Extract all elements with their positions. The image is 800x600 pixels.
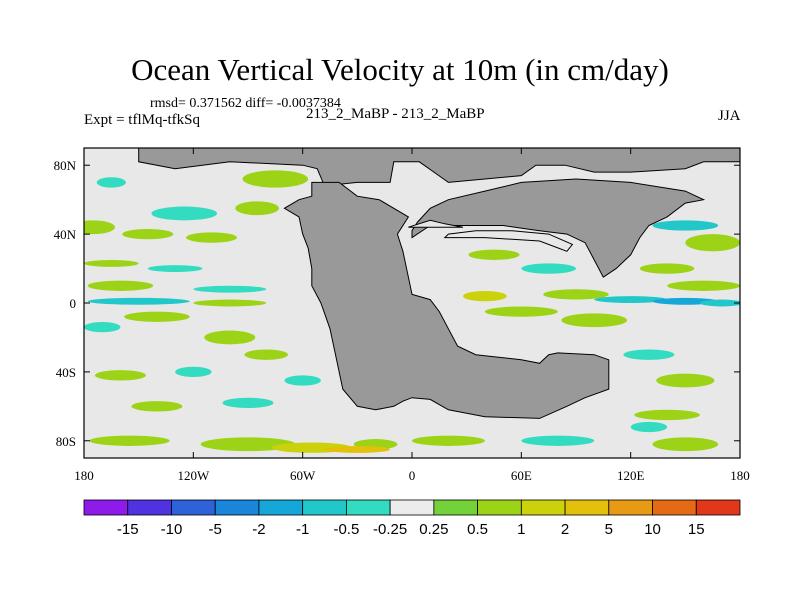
velocity-anomaly-20	[222, 397, 274, 409]
colorbar-label-2: -5	[209, 521, 222, 538]
velocity-anomaly-44	[652, 220, 719, 231]
velocity-anomaly-22	[89, 435, 170, 446]
velocity-anomaly-34	[561, 313, 628, 328]
colorbar-label-5: -0.5	[333, 521, 359, 538]
velocity-anomaly-18	[175, 366, 212, 378]
velocity-anomaly-13	[124, 311, 190, 322]
colorbar-label-0: -15	[117, 521, 139, 538]
velocity-anomaly-26	[324, 445, 391, 453]
velocity-anomaly-10	[193, 285, 267, 293]
velocity-anomaly-1	[122, 228, 174, 240]
velocity-anomaly-46	[521, 263, 577, 274]
inland-sea-1	[408, 219, 464, 228]
velocity-anomaly-8	[147, 265, 203, 272]
velocity-anomaly-30	[634, 409, 700, 421]
x-tick-label-0: 180	[74, 468, 94, 483]
velocity-anomaly-43	[685, 234, 740, 252]
velocity-anomaly-32	[656, 373, 715, 388]
velocity-anomaly-9	[87, 280, 154, 291]
velocity-anomaly-3	[151, 206, 218, 221]
land-mass-2	[411, 178, 706, 278]
velocity-anomaly-29	[652, 437, 719, 452]
colorbar-bin-3	[214, 499, 260, 516]
colorbar-label-4: -1	[296, 521, 309, 538]
x-tick-label-4: 60E	[511, 468, 532, 483]
colorbar: -15 -10 -5 -2 -1 -0.5 -0.25 0.25 0.5 1 2 5 10 15	[83, 499, 741, 538]
x-tick-label-1: 120W	[177, 468, 210, 483]
y-tick-label-3: 40S	[56, 365, 76, 380]
colorbar-bin-9	[477, 499, 522, 516]
colorbar-bin-8	[433, 499, 479, 516]
chart-title: Ocean Vertical Velocity at 10m (in cm/da…	[131, 52, 669, 87]
velocity-anomaly-41	[667, 280, 740, 291]
velocity-anomaly-27	[412, 435, 485, 446]
run-comparison-label: 213_2_MaBP - 213_2_MaBP	[306, 106, 485, 122]
velocity-anomaly-4	[235, 201, 279, 216]
land-mass-1	[283, 181, 610, 419]
colorbar-bin-1	[127, 499, 172, 516]
colorbar-bin-7	[389, 499, 435, 516]
velocity-anomaly-31	[630, 421, 668, 433]
colorbar-label-3: -2	[252, 521, 265, 538]
x-tick-label-2: 60W	[290, 468, 316, 483]
y-axis: 80N 40N 0 40S 80S	[54, 158, 740, 449]
velocity-anomaly-0	[84, 220, 115, 235]
y-tick-label-4: 80S	[56, 434, 76, 449]
colorbar-label-13: 15	[688, 521, 705, 538]
colorbar-bin-6	[345, 499, 391, 516]
colorbar-bin-13	[652, 499, 697, 516]
velocity-anomaly-36	[463, 290, 507, 302]
colorbar-label-7: 0.25	[419, 521, 448, 538]
season-label: JJA	[718, 108, 741, 124]
velocity-anomaly-14	[84, 321, 121, 333]
velocity-anomaly-38	[594, 296, 668, 303]
rmsd-diff-stats: rmsd= 0.371562 diff= -0.0037384	[150, 96, 341, 111]
x-tick-label-6: 180	[730, 468, 750, 483]
land-mass-0	[138, 148, 740, 187]
velocity-anomaly-21	[284, 375, 321, 386]
velocity-anomaly-2	[186, 232, 238, 243]
x-tick-label-3: 0	[409, 468, 416, 483]
x-tick-label-5: 120E	[617, 468, 645, 483]
colorbar-bin-5	[302, 499, 347, 516]
colorbar-label-12: 10	[644, 521, 661, 538]
colorbar-bin-11	[564, 499, 610, 516]
velocity-anomaly-42	[639, 263, 695, 274]
velocity-anomaly-6	[96, 177, 126, 188]
velocity-anomaly-40	[699, 299, 740, 307]
velocity-anomaly-11	[87, 297, 190, 305]
y-tick-label-0: 80N	[54, 158, 77, 173]
velocity-anomaly-28	[521, 435, 595, 446]
colorbar-label-6: -0.25	[373, 521, 407, 538]
colorbar-label-1: -10	[161, 521, 183, 538]
y-tick-label-2: 0	[70, 296, 77, 311]
colorbar-bin-12	[608, 499, 653, 516]
velocity-anomaly-7	[84, 259, 139, 267]
y-tick-label-1: 40N	[54, 227, 77, 242]
velocity-anomaly-5	[242, 170, 309, 188]
colorbar-bin-10	[520, 499, 566, 516]
velocity-anomaly-35	[484, 306, 558, 317]
colorbar-label-10: 2	[561, 521, 569, 538]
land-layer	[138, 148, 740, 419]
colorbar-bin-4	[258, 499, 304, 516]
inland-sea-0	[443, 230, 574, 252]
colorbar-label-11: 5	[605, 521, 613, 538]
x-axis: 180 120W 60W 0 60E 120E 180	[74, 148, 750, 483]
velocity-anomaly-17	[94, 370, 146, 381]
colorbar-bin-14	[695, 499, 741, 516]
velocity-anomaly-15	[204, 330, 256, 345]
velocity-anomaly-33	[623, 349, 675, 360]
colorbar-bin-2	[171, 499, 216, 516]
colorbar-label-8: 0.5	[467, 521, 488, 538]
velocity-anomaly-12	[193, 299, 267, 307]
velocity-anomaly-19	[131, 401, 183, 412]
colorbar-label-9: 1	[517, 521, 525, 538]
velocity-anomaly-37	[543, 289, 609, 300]
velocity-anomaly-45	[468, 249, 520, 260]
experiment-label: Expt = tflMq-tfkSq	[84, 112, 200, 128]
colorbar-bin-0	[83, 499, 129, 516]
velocity-anomaly-16	[244, 349, 289, 360]
